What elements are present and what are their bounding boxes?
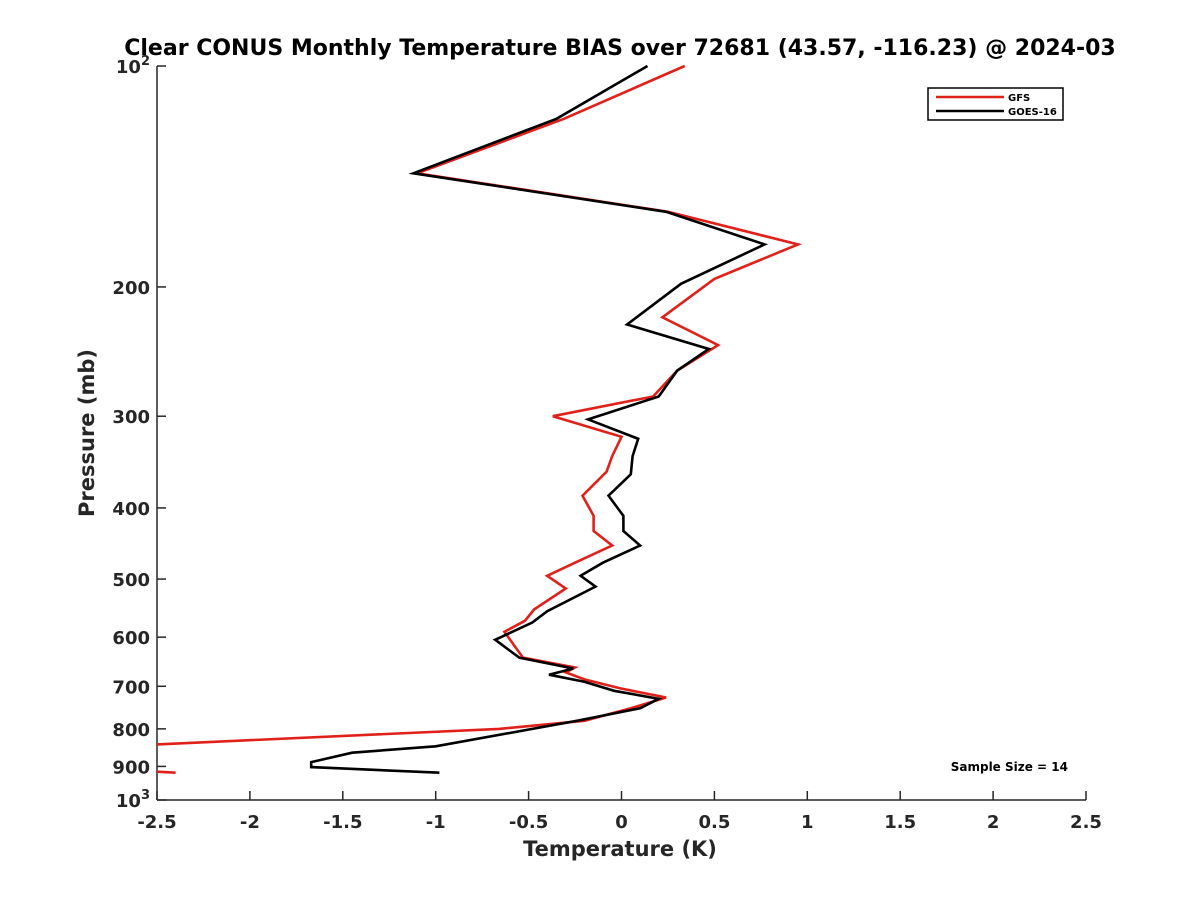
- legend-label: GOES-16: [1008, 107, 1057, 118]
- x-tick-label: 1.5: [884, 812, 916, 833]
- x-tick-label: -2: [240, 812, 260, 833]
- x-tick-label: -2.5: [137, 812, 176, 833]
- x-tick-label: 2.5: [1070, 812, 1102, 833]
- x-tick-label: -1.5: [323, 812, 362, 833]
- chart-title: Clear CONUS Monthly Temperature BIAS ove…: [124, 36, 1115, 61]
- x-tick-label: 0: [615, 812, 628, 833]
- series-line-gfs-1: [156, 770, 176, 774]
- series-line-gfs-0: [156, 64, 803, 746]
- y-tick-label: 600: [112, 628, 150, 649]
- y-tick-label: 103: [116, 788, 150, 812]
- x-tick-label: -1: [426, 812, 446, 833]
- x-tick-label: 0.5: [698, 812, 730, 833]
- series-line-goes-16-2: [309, 64, 769, 774]
- series-layer: [156, 64, 803, 774]
- y-tick-label: 200: [112, 278, 150, 299]
- y-tick-label: 900: [112, 757, 150, 778]
- x-tick-label: -0.5: [509, 812, 548, 833]
- y-tick-label: 500: [112, 570, 150, 591]
- legend: GFS GOES-16: [927, 87, 1064, 121]
- y-tick-label: 300: [112, 407, 150, 428]
- y-tick-label: 800: [112, 720, 150, 741]
- x-tick-label: 1: [801, 812, 814, 833]
- x-axis-label: Temperature (K): [523, 837, 717, 861]
- y-tick-label: 700: [112, 677, 150, 698]
- y-axis: 102 200 300 400 500 600 700 800 900 103: [112, 54, 166, 812]
- x-tick-label: 2: [987, 812, 1000, 833]
- y-tick-label: 400: [112, 499, 150, 520]
- y-axis-label: Pressure (mb): [75, 349, 99, 517]
- legend-box: [927, 87, 1064, 121]
- y-tick-label: 102: [116, 54, 150, 78]
- x-axis: -2.5 -2 -1.5 -1 -0.5 0 0.5 1 1.5 2 2.5: [137, 791, 1102, 833]
- legend-label: GFS: [1008, 93, 1030, 104]
- sample-size-annotation: Sample Size = 14: [951, 760, 1068, 774]
